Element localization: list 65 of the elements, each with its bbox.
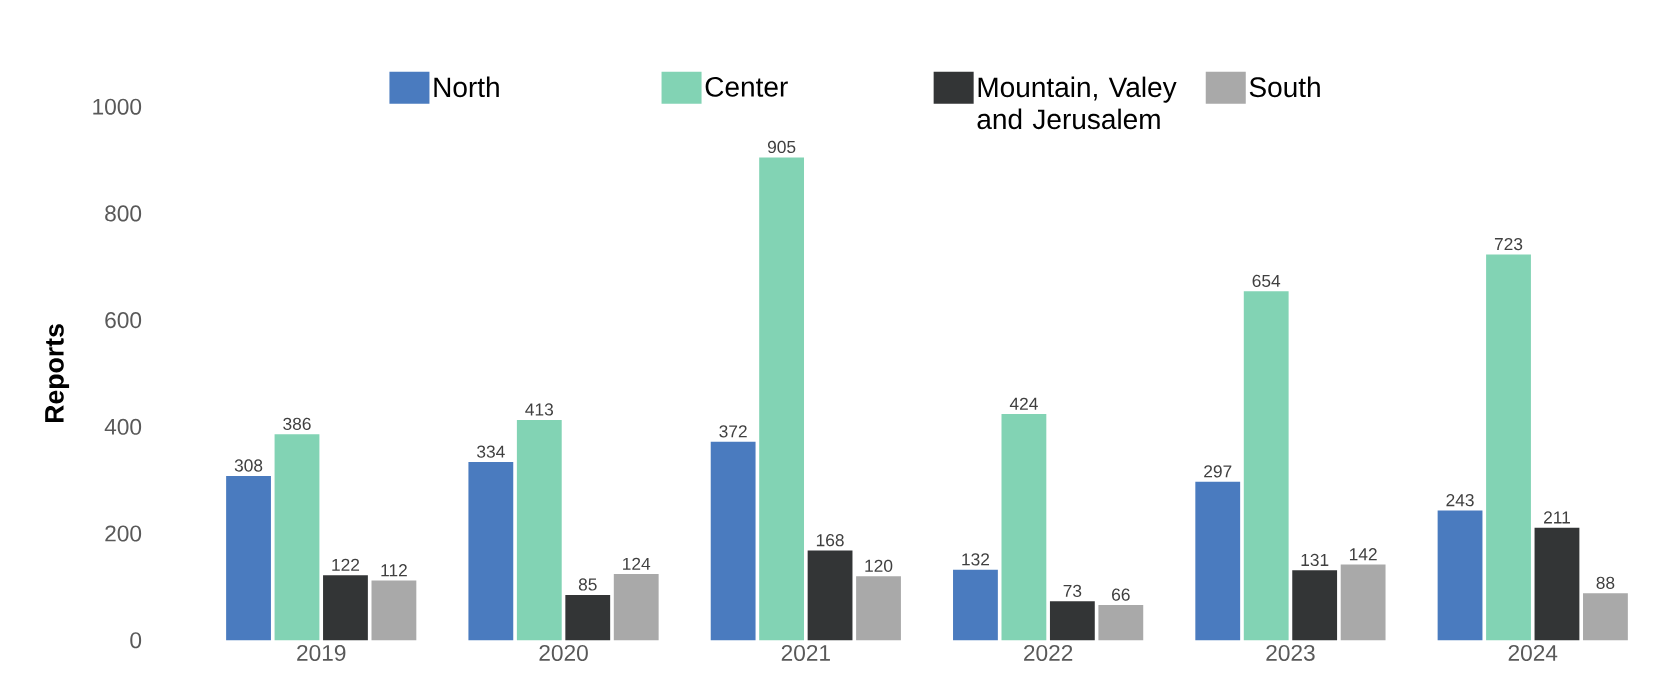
bar (1534, 527, 1580, 641)
y-tick-label: 1000 (93, 98, 142, 115)
y-tick-label: 200 (105, 525, 142, 542)
bar (565, 594, 611, 641)
x-tick-label: 2022 (1024, 644, 1073, 661)
bar (1340, 564, 1386, 641)
bar (1001, 413, 1047, 641)
data-label: 168 (816, 533, 844, 547)
data-label: 132 (962, 553, 990, 566)
data-label: 122 (332, 558, 360, 571)
x-tick-label: 2024 (1508, 644, 1558, 661)
bar (1437, 510, 1483, 641)
bar (759, 157, 805, 641)
legend-label: Center (705, 76, 788, 97)
data-label: 723 (1494, 237, 1523, 251)
y-tick-label: 600 (105, 311, 142, 329)
data-label: 386 (283, 417, 311, 430)
data-label: 243 (1446, 493, 1474, 507)
x-tick-label: 2019 (297, 644, 346, 661)
legend-label: Mountain, Valey and Jerusalem (977, 76, 1177, 130)
legend-label: North (434, 76, 499, 98)
y-tick-label: 800 (105, 205, 142, 222)
data-label: 297 (1204, 465, 1232, 478)
data-label: 308 (234, 459, 263, 472)
data-label: 905 (767, 140, 796, 153)
data-label: 73 (1063, 584, 1082, 597)
bar (1292, 570, 1338, 641)
bar (1583, 593, 1628, 641)
data-label: 85 (578, 578, 597, 591)
bar (613, 573, 659, 641)
data-label: 120 (865, 559, 893, 572)
data-label: 372 (719, 425, 747, 438)
bar (1486, 254, 1531, 641)
y-tick-label: 400 (104, 418, 142, 435)
bar (1098, 604, 1144, 641)
data-label: 424 (1009, 397, 1038, 410)
bar (516, 419, 562, 641)
y-axis-title: Reports (45, 324, 70, 422)
data-label: 88 (1596, 576, 1615, 589)
bar (323, 575, 368, 641)
data-label: 112 (381, 563, 407, 577)
y-tick-label: 0 (130, 632, 142, 649)
x-tick-label: 2023 (1266, 644, 1315, 661)
data-label: 131 (1301, 553, 1329, 566)
data-label: 654 (1252, 274, 1281, 287)
bar (371, 580, 417, 641)
bar (1243, 291, 1289, 641)
legend-label: South (1249, 76, 1320, 98)
bar (1195, 481, 1241, 641)
bar (953, 569, 998, 641)
bar (807, 550, 853, 641)
data-label: 124 (623, 557, 651, 570)
data-label: 413 (525, 403, 554, 416)
bar (710, 441, 756, 641)
data-label: 334 (477, 445, 505, 458)
data-label: 66 (1112, 588, 1130, 601)
bar (274, 434, 320, 641)
x-tick-label: 2021 (781, 644, 830, 661)
data-label: 142 (1349, 547, 1377, 561)
bar (856, 576, 901, 641)
x-tick-label: 2020 (539, 644, 588, 661)
data-label: 211 (1544, 511, 1570, 524)
bar (468, 461, 514, 641)
bar (226, 475, 271, 641)
bar (1049, 601, 1095, 641)
